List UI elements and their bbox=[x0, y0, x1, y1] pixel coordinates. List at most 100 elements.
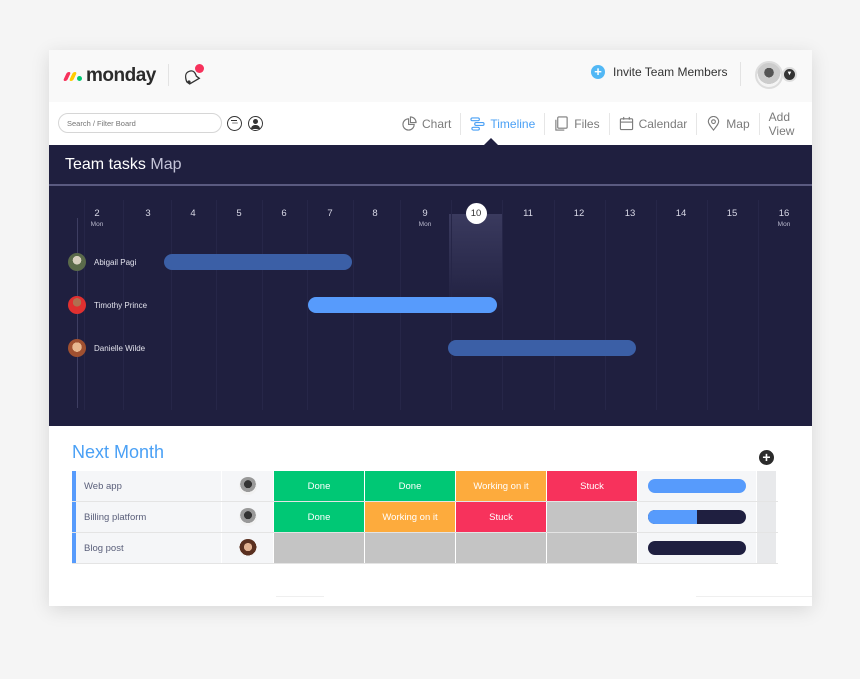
day-label: 11 bbox=[523, 208, 533, 219]
status-cell[interactable] bbox=[456, 533, 547, 563]
person-filter-icon[interactable] bbox=[248, 116, 263, 131]
timeline-column-divider bbox=[554, 200, 555, 410]
progress-fill bbox=[648, 510, 697, 524]
notifications-bell-icon[interactable] bbox=[181, 66, 201, 86]
group-color-accent bbox=[72, 471, 76, 501]
add-column-button[interactable]: + bbox=[759, 450, 774, 465]
invite-team-members-button[interactable]: + Invite Team Members bbox=[591, 65, 728, 79]
empty-cell bbox=[757, 533, 776, 563]
chevron-down-icon[interactable]: ▼ bbox=[782, 67, 797, 82]
progress-cell bbox=[638, 502, 757, 532]
timeline-person[interactable]: Danielle Wilde bbox=[68, 339, 145, 357]
item-name-cell[interactable]: Web app bbox=[76, 471, 222, 501]
top-bar: monday + Invite Team Members ▼ bbox=[49, 50, 812, 102]
empty-cell bbox=[757, 471, 776, 501]
day-label: 14 bbox=[675, 208, 687, 219]
timeline-task-bar[interactable] bbox=[308, 297, 497, 313]
timeline-task-bar[interactable] bbox=[164, 254, 352, 270]
progress-cell bbox=[638, 471, 757, 501]
board-toolbar: Chart Timeline Files Calendar Map Add Vi… bbox=[49, 102, 812, 145]
files-icon bbox=[555, 116, 568, 131]
avatar bbox=[238, 477, 257, 495]
day-label-today: 10 bbox=[456, 203, 496, 226]
status-cell[interactable] bbox=[274, 533, 365, 563]
timeline-board: Team tasks Map 2 Mon 3 4 5 6 7 8 9 Mon 10 11 12 13 14 1… bbox=[49, 145, 812, 426]
progress-bar bbox=[648, 479, 746, 493]
search-input[interactable] bbox=[58, 113, 222, 133]
status-cell[interactable]: Done bbox=[274, 502, 365, 532]
user-avatar[interactable] bbox=[755, 61, 783, 89]
table-row[interactable]: Billing platform Done Working on it Stuck bbox=[72, 502, 778, 533]
map-pin-icon bbox=[708, 116, 720, 131]
day-label: 5 bbox=[236, 208, 242, 219]
item-name-cell[interactable]: Billing platform bbox=[76, 502, 222, 532]
calendar-icon bbox=[619, 116, 633, 131]
status-cell[interactable] bbox=[547, 502, 638, 532]
group-color-accent bbox=[72, 502, 76, 532]
table-row[interactable]: Blog post bbox=[72, 533, 778, 564]
day-label: 15 bbox=[726, 208, 738, 219]
day-label: 4 bbox=[190, 208, 196, 219]
owner-cell[interactable] bbox=[222, 502, 274, 532]
tab-map[interactable]: Map bbox=[697, 112, 760, 135]
day-label: 16 Mon bbox=[777, 208, 791, 228]
day-label: 7 bbox=[327, 208, 333, 219]
active-tab-pointer bbox=[484, 138, 498, 145]
day-label: 8 bbox=[372, 208, 378, 219]
timeline-column-divider bbox=[216, 200, 217, 410]
status-cell[interactable]: Stuck bbox=[456, 502, 547, 532]
status-cell[interactable] bbox=[365, 533, 456, 563]
timeline-task-bar[interactable] bbox=[448, 340, 636, 356]
owner-cell[interactable] bbox=[222, 533, 274, 563]
tab-chart[interactable]: Chart bbox=[393, 112, 462, 135]
timeline-column-divider bbox=[605, 200, 606, 410]
group-color-accent bbox=[72, 533, 76, 563]
divider bbox=[740, 62, 741, 86]
view-tabs: Chart Timeline Files Calendar Map Add Vi… bbox=[393, 102, 812, 145]
progress-cell bbox=[638, 533, 757, 563]
tab-files[interactable]: Files bbox=[545, 112, 610, 135]
plus-circle-icon: + bbox=[591, 65, 605, 79]
timeline-column-divider bbox=[307, 200, 308, 410]
divider bbox=[696, 596, 812, 597]
timeline-column-divider bbox=[123, 200, 124, 410]
day-label: 13 bbox=[624, 208, 636, 219]
timeline-column-divider bbox=[758, 200, 759, 410]
divider bbox=[168, 64, 169, 86]
pie-chart-icon bbox=[402, 116, 417, 131]
filter-icon[interactable] bbox=[227, 116, 242, 131]
group-title[interactable]: Next Month bbox=[72, 442, 165, 462]
notification-badge bbox=[195, 64, 204, 73]
day-label: 6 bbox=[281, 208, 287, 219]
progress-bar bbox=[648, 510, 746, 524]
divider bbox=[276, 596, 324, 597]
board-title: Team tasks Map bbox=[49, 145, 812, 186]
timeline-person[interactable]: Timothy Prince bbox=[68, 296, 147, 314]
avatar bbox=[68, 339, 86, 357]
status-cell[interactable]: Stuck bbox=[547, 471, 638, 501]
status-cell[interactable]: Working on it bbox=[456, 471, 547, 501]
invite-label: Invite Team Members bbox=[613, 65, 728, 79]
status-cell[interactable]: Done bbox=[365, 471, 456, 501]
status-cell[interactable]: Working on it bbox=[365, 502, 456, 532]
tab-timeline[interactable]: Timeline bbox=[461, 112, 546, 135]
group-table: Web app Done Done Working on it Stuck Billing… bbox=[72, 471, 778, 564]
timeline-column-divider bbox=[502, 200, 503, 410]
tab-calendar[interactable]: Calendar bbox=[610, 112, 698, 135]
day-label: 9 Mon bbox=[418, 208, 432, 228]
logo-text: monday bbox=[86, 65, 156, 86]
status-cell[interactable] bbox=[547, 533, 638, 563]
monday-logo[interactable]: monday bbox=[62, 64, 156, 88]
avatar bbox=[68, 296, 86, 314]
status-cell[interactable]: Done bbox=[274, 471, 365, 501]
owner-cell[interactable] bbox=[222, 471, 274, 501]
timeline-column-divider bbox=[171, 200, 172, 410]
timeline-column-divider bbox=[707, 200, 708, 410]
avatar bbox=[238, 539, 257, 557]
timeline-person[interactable]: Abigail Pagi bbox=[68, 253, 136, 271]
add-view-button[interactable]: Add View bbox=[768, 109, 795, 138]
item-name-cell[interactable]: Blog post bbox=[76, 533, 222, 563]
timeline-icon bbox=[470, 117, 485, 131]
timeline-column-divider bbox=[262, 200, 263, 410]
table-row[interactable]: Web app Done Done Working on it Stuck bbox=[72, 471, 778, 502]
